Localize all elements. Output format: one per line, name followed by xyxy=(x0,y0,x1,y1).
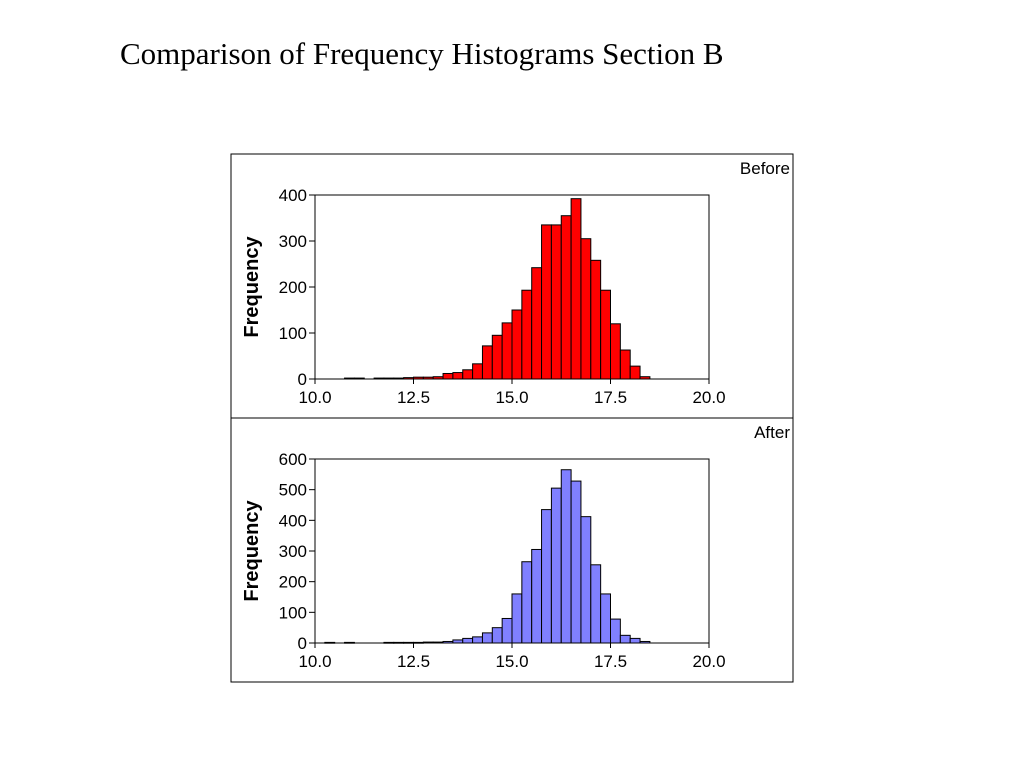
histogram-bar xyxy=(619,349,631,380)
y-axis-label: Frequency xyxy=(241,500,263,602)
x-tick-label: 12.5 xyxy=(397,652,430,671)
y-tick-label: 100 xyxy=(279,603,307,622)
histogram-bar xyxy=(491,334,503,380)
y-tick-label: 300 xyxy=(279,232,307,251)
histogram-bar xyxy=(491,627,503,644)
histogram-bar xyxy=(610,618,621,644)
y-tick-label: 400 xyxy=(279,186,307,205)
histogram-bar xyxy=(600,289,612,380)
histogram-bar xyxy=(521,289,533,380)
histogram-bar xyxy=(629,637,641,644)
histogram-bar xyxy=(521,561,533,644)
histogram-bar xyxy=(531,267,543,380)
x-tick-label: 20.0 xyxy=(692,652,725,671)
y-tick-label: 400 xyxy=(279,511,307,530)
y-tick-label: 600 xyxy=(279,450,307,469)
y-tick-label: 0 xyxy=(298,634,307,653)
histogram-bar xyxy=(442,372,454,380)
histogram-bar xyxy=(560,215,572,380)
histogram-bar xyxy=(541,509,552,644)
y-axis-label: Frequency xyxy=(241,236,263,338)
histogram-bar xyxy=(550,487,562,644)
page-title: Comparison of Frequency Histograms Secti… xyxy=(120,36,724,71)
x-tick-label: 10.0 xyxy=(298,388,331,407)
histogram-bar xyxy=(610,323,621,380)
histogram-panel-2: After 0 100 200 300 400 500 600 10.0 12.5 15.0 17.5… xyxy=(230,417,794,683)
x-tick-label: 10.0 xyxy=(298,652,331,671)
histogram-bar xyxy=(541,224,552,380)
x-tick-label: 15.0 xyxy=(495,652,528,671)
panel-title: Before xyxy=(740,159,790,178)
histogram-bar xyxy=(560,469,572,644)
histogram-bar xyxy=(472,363,483,380)
histogram-bar xyxy=(481,632,493,644)
histogram-bar xyxy=(619,634,631,644)
x-tick-label: 17.5 xyxy=(594,652,627,671)
histogram-bar xyxy=(501,617,513,644)
histogram-bar xyxy=(570,198,582,380)
histogram-bar xyxy=(600,593,612,644)
histogram-bar xyxy=(481,345,493,380)
y-tick-label: 0 xyxy=(298,370,307,389)
y-tick-label: 200 xyxy=(279,573,307,592)
y-tick-label: 200 xyxy=(279,278,307,297)
x-tick-label: 15.0 xyxy=(495,388,528,407)
x-tick-label: 12.5 xyxy=(397,388,430,407)
histogram-bar xyxy=(580,516,592,644)
histogram-bar xyxy=(531,548,543,644)
panel-frame xyxy=(230,417,794,683)
histogram-bar xyxy=(629,365,641,380)
x-tick-label: 20.0 xyxy=(692,388,725,407)
histogram-bar xyxy=(452,372,464,380)
histogram-bar xyxy=(462,637,474,644)
histogram-bar xyxy=(472,636,483,644)
histogram-bar xyxy=(462,369,474,380)
histogram-bar xyxy=(590,259,602,380)
y-tick-label: 300 xyxy=(279,542,307,561)
histogram-bar xyxy=(550,224,562,380)
histogram-bar xyxy=(570,480,582,644)
histogram-panel-1: Before 0 100 200 300 400 10.0 12.5 15.0 17.5 20.0 F… xyxy=(230,153,794,419)
histogram-bar xyxy=(501,322,513,380)
histogram-bar xyxy=(511,309,523,380)
y-tick-label: 100 xyxy=(279,324,307,343)
x-tick-label: 17.5 xyxy=(594,388,627,407)
histogram-bar xyxy=(590,564,602,644)
histogram-bar xyxy=(580,238,592,380)
y-tick-label: 500 xyxy=(279,481,307,500)
histogram-bar xyxy=(511,593,523,644)
panel-title: After xyxy=(754,423,790,442)
